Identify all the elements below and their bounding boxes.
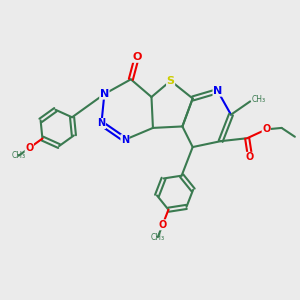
- Text: N: N: [213, 86, 222, 96]
- Text: N: N: [100, 89, 109, 99]
- Text: CH₃: CH₃: [151, 233, 165, 242]
- Text: N: N: [98, 118, 106, 128]
- Text: O: O: [25, 143, 33, 153]
- Text: CH₃: CH₃: [252, 94, 266, 103]
- Text: O: O: [246, 152, 254, 162]
- Text: S: S: [167, 76, 175, 86]
- Text: O: O: [132, 52, 141, 62]
- Text: O: O: [262, 124, 270, 134]
- Text: CH₃: CH₃: [11, 151, 26, 160]
- Text: N: N: [121, 135, 129, 145]
- Text: O: O: [158, 220, 167, 230]
